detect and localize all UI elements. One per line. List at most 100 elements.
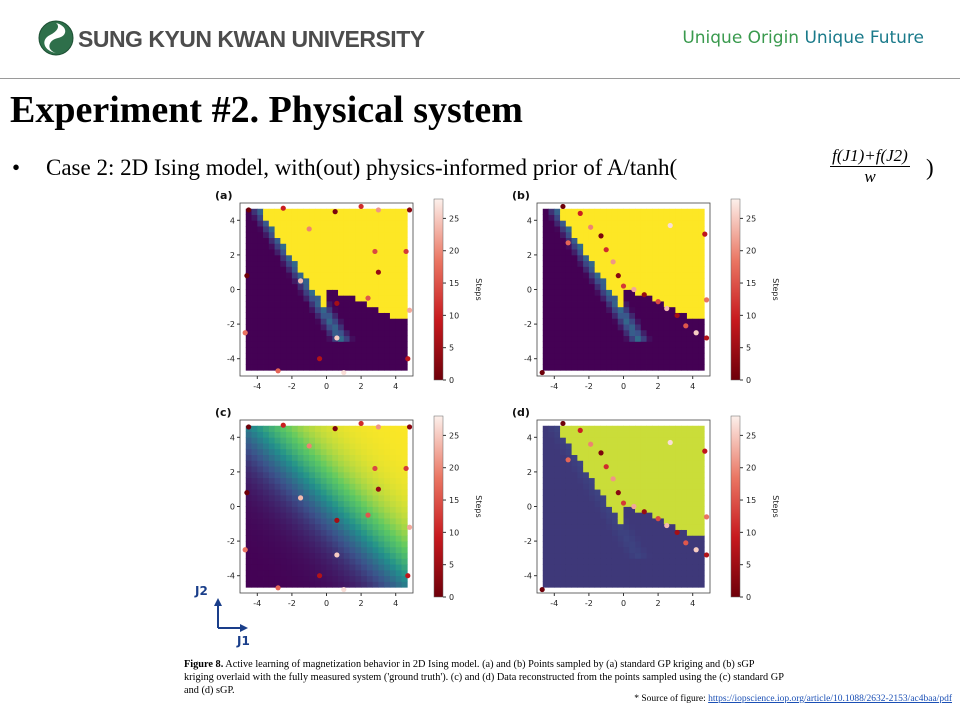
heatmap-cell (617, 448, 624, 455)
heatmap-cell (349, 512, 356, 519)
heatmap-cell (669, 569, 676, 577)
heatmap-cell (355, 231, 362, 238)
heatmap-cell (361, 552, 368, 559)
heatmap-cell (332, 558, 339, 565)
heatmap-cell (640, 494, 647, 502)
heatmap-cell (366, 477, 374, 484)
heatmap-cell (251, 512, 258, 519)
heatmap-cell (389, 358, 397, 365)
heatmap-cell (338, 214, 345, 221)
heatmap-cell (274, 335, 281, 342)
heatmap-cell (571, 295, 578, 302)
heatmap-cell (577, 283, 584, 290)
heatmap-cell (675, 448, 682, 455)
heatmap-cell (623, 272, 630, 279)
heatmap-cell (652, 335, 659, 342)
heatmap-cell (600, 494, 607, 502)
heatmap-cell (401, 529, 408, 536)
heatmap-cell (338, 431, 345, 438)
heatmap-cell (361, 471, 368, 479)
heatmap-cell (263, 289, 270, 296)
heatmap-cell (577, 220, 584, 227)
heatmap-cell (401, 220, 408, 227)
heatmap-cell (384, 231, 391, 238)
heatmap-cell (314, 460, 322, 467)
heatmap-cell (309, 483, 316, 490)
heatmap-cell (320, 283, 327, 290)
heatmap-cell (314, 454, 322, 461)
heatmap-cell (303, 335, 310, 342)
heatmap-cell (355, 523, 362, 530)
heatmap-cell (343, 329, 350, 337)
bullet-text: Case 2: 2D Ising model, with(out) physic… (46, 155, 678, 180)
heatmap-cell (577, 306, 584, 313)
heatmap-cell (652, 483, 659, 490)
heatmap-cell (606, 226, 613, 233)
heatmap-cell (692, 312, 699, 319)
heatmap-cell (372, 306, 379, 313)
heatmap-cell (658, 358, 665, 365)
heatmap-cell (355, 312, 362, 319)
heatmap-cell (320, 564, 327, 571)
heatmap-cell (611, 546, 619, 554)
colorbar-tick-label: 15 (746, 496, 756, 505)
heatmap-cell (600, 243, 607, 250)
heatmap-cell (623, 266, 630, 273)
sample-point (577, 427, 583, 433)
heatmap-cell (366, 535, 374, 542)
heatmap-cell (640, 552, 647, 559)
heatmap-cell (389, 431, 397, 438)
heatmap-cell (669, 358, 676, 365)
heatmap-cell (349, 443, 356, 450)
heatmap-cell (594, 306, 601, 313)
heatmap-cell (588, 237, 596, 244)
heatmap-cell (268, 500, 275, 507)
heatmap-cell (629, 272, 636, 279)
source-link[interactable]: https://iopscience.iop.org/article/10.10… (708, 694, 952, 704)
heatmap-cell (378, 295, 385, 302)
heatmap-cell (338, 454, 345, 461)
heatmap-cell (635, 529, 642, 536)
heatmap-cell (268, 431, 275, 438)
heatmap-cell (401, 523, 408, 530)
heatmap-cell (314, 466, 322, 473)
heatmap-cell (560, 431, 567, 438)
heatmap-cell (617, 512, 624, 519)
heatmap-cell (681, 483, 688, 490)
heatmap-cell (698, 541, 705, 548)
heatmap-cell (588, 466, 596, 473)
heatmap-cell (629, 329, 636, 337)
heatmap-cell (565, 477, 572, 484)
heatmap-cell (548, 564, 555, 571)
heatmap-cell (263, 558, 270, 565)
heatmap-cell (692, 558, 699, 565)
heatmap-cell (326, 226, 333, 233)
heatmap-cell (280, 231, 287, 238)
heatmap-cell (554, 477, 561, 484)
heatmap-cell (245, 295, 252, 302)
heatmap-cell (669, 341, 676, 348)
heatmap-cell (594, 289, 601, 296)
heatmap-cell (583, 277, 590, 285)
heatmap-cell (326, 208, 333, 215)
heatmap-cell (361, 535, 368, 542)
heatmap-cell (606, 425, 613, 432)
heatmap-cell (542, 312, 549, 319)
heatmap-cell (366, 352, 374, 360)
heatmap-cell (349, 437, 356, 444)
heatmap-cell (303, 443, 310, 450)
heatmap-cell (565, 324, 572, 331)
heatmap-cell (274, 226, 281, 233)
heatmap-cell (611, 324, 619, 331)
heatmap-cell (303, 237, 310, 244)
heatmap-cell (361, 226, 368, 233)
heatmap-cell (629, 341, 636, 348)
heatmap-cell (245, 581, 252, 588)
heatmap-cell (542, 506, 549, 513)
heatmap-cell (314, 220, 322, 227)
heatmap-cell (384, 341, 391, 348)
heatmap-cell (571, 254, 578, 262)
heatmap-cell (361, 214, 368, 221)
heatmap-cell (588, 575, 596, 582)
heatmap-cell (286, 454, 293, 461)
